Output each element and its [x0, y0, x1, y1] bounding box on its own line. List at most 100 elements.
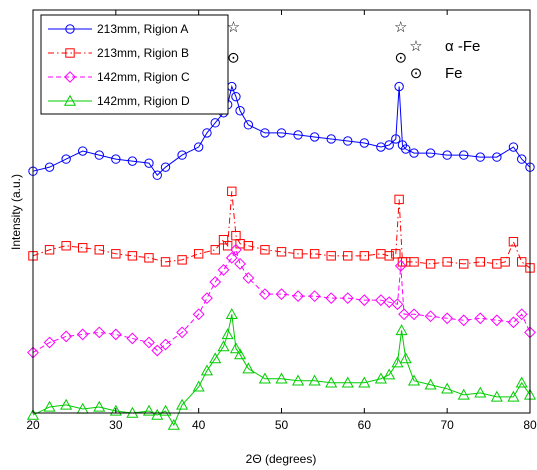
data-point-b [409, 257, 419, 267]
data-point-a [475, 152, 485, 162]
legend-marker-b [65, 48, 75, 58]
legend-marker-a [65, 24, 75, 34]
phase-circled-dot-icon: ⊙ [410, 65, 423, 82]
data-point-d [258, 372, 271, 384]
data-point-b [144, 253, 154, 263]
star-icon: ☆ [227, 19, 240, 36]
data-point-c [60, 330, 73, 343]
series-layer [26, 81, 537, 430]
data-point-b [227, 186, 237, 197]
data-point-d [341, 376, 354, 388]
data-point-d [292, 374, 305, 386]
data-point-b [394, 194, 404, 205]
data-point-b [111, 249, 121, 259]
data-point-a [61, 154, 71, 164]
data-point-a [144, 158, 154, 168]
data-point-a [343, 136, 353, 146]
legend-label-c: 142mm, Rigion C [97, 70, 190, 84]
data-point-d [399, 352, 412, 364]
data-point-a [442, 150, 452, 160]
data-point-a [160, 162, 171, 172]
data-point-a [193, 142, 204, 152]
data-point-c [143, 336, 155, 349]
data-point-a [391, 134, 401, 144]
data-point-c [515, 308, 528, 321]
data-point-d [209, 352, 222, 364]
series-c [27, 243, 536, 359]
data-point-c [151, 344, 164, 357]
data-point-c [43, 336, 56, 349]
phase-label: α -Fe [445, 38, 480, 55]
data-point-a [210, 118, 220, 128]
data-point-b [391, 249, 401, 259]
data-point-d [275, 372, 288, 384]
x-tick-label: 50 [275, 418, 289, 432]
data-point-c [507, 316, 520, 329]
legend: 213mm, Rigion A 213mm, Rigion B 142mm, Rig… [40, 14, 229, 115]
data-point-a [401, 144, 411, 154]
data-point-d [200, 364, 213, 376]
legend-label-d: 142mm, Rigion D [97, 94, 190, 108]
data-point-a [293, 130, 303, 140]
data-point-d [325, 376, 338, 388]
data-point-c [474, 312, 487, 325]
data-point-c [394, 259, 407, 272]
data-point-a [44, 162, 55, 172]
circled-dot-icon: ⊙ [227, 49, 240, 66]
data-point-b [44, 245, 55, 255]
data-point-c [325, 292, 338, 305]
data-point-d [142, 404, 156, 416]
data-point-d [225, 308, 238, 319]
data-point-d [159, 404, 172, 416]
data-point-c [109, 328, 122, 341]
data-point-d [383, 368, 396, 380]
data-point-d [217, 340, 230, 352]
data-point-c [230, 243, 242, 256]
data-point-c [341, 292, 354, 305]
data-point-a [359, 138, 370, 148]
data-point-a [260, 128, 270, 138]
data-point-c [490, 314, 503, 327]
data-point-c [457, 314, 470, 327]
data-point-d [374, 372, 387, 384]
data-point-b [384, 251, 394, 261]
x-tick-label: 40 [192, 418, 206, 432]
circled-dot-icon: ⊙ [394, 49, 407, 66]
data-point-b [309, 249, 320, 259]
data-point-c [383, 296, 396, 309]
data-point-d [234, 348, 247, 360]
data-point-d [221, 328, 234, 340]
data-point-c [358, 294, 371, 307]
data-point-a [425, 148, 436, 158]
data-point-b [475, 257, 486, 267]
data-point-d [441, 382, 454, 394]
data-point-d [407, 374, 421, 386]
data-point-a [231, 91, 241, 102]
ticks-layer: 20 30 40 50 60 70 80 [26, 10, 537, 432]
data-point-b [78, 243, 88, 253]
data-point-b [343, 251, 353, 261]
x-tick-label: 70 [440, 418, 454, 432]
data-point-d [242, 362, 255, 374]
data-point-c [192, 308, 205, 321]
data-point-a [235, 106, 245, 116]
y-axis-label: Intensity (a.u.) [9, 174, 23, 250]
legend-label-b: 213mm, Rigion B [97, 46, 189, 60]
data-point-b [517, 257, 527, 267]
data-point-d [167, 418, 180, 430]
data-point-a [177, 150, 187, 160]
data-point-b [177, 255, 187, 265]
data-point-c [374, 294, 387, 307]
data-point-d [515, 376, 528, 388]
data-point-c [391, 298, 404, 311]
peak-annotations: ☆ ⊙ ☆ ⊙ [227, 19, 408, 66]
data-point-b [94, 245, 104, 255]
data-point-c [76, 328, 89, 341]
data-point-b [127, 251, 138, 261]
data-point-c [424, 310, 437, 323]
data-point-c [234, 257, 246, 270]
data-point-c [126, 332, 139, 345]
data-point-c [441, 312, 454, 325]
data-point-b [326, 251, 336, 261]
